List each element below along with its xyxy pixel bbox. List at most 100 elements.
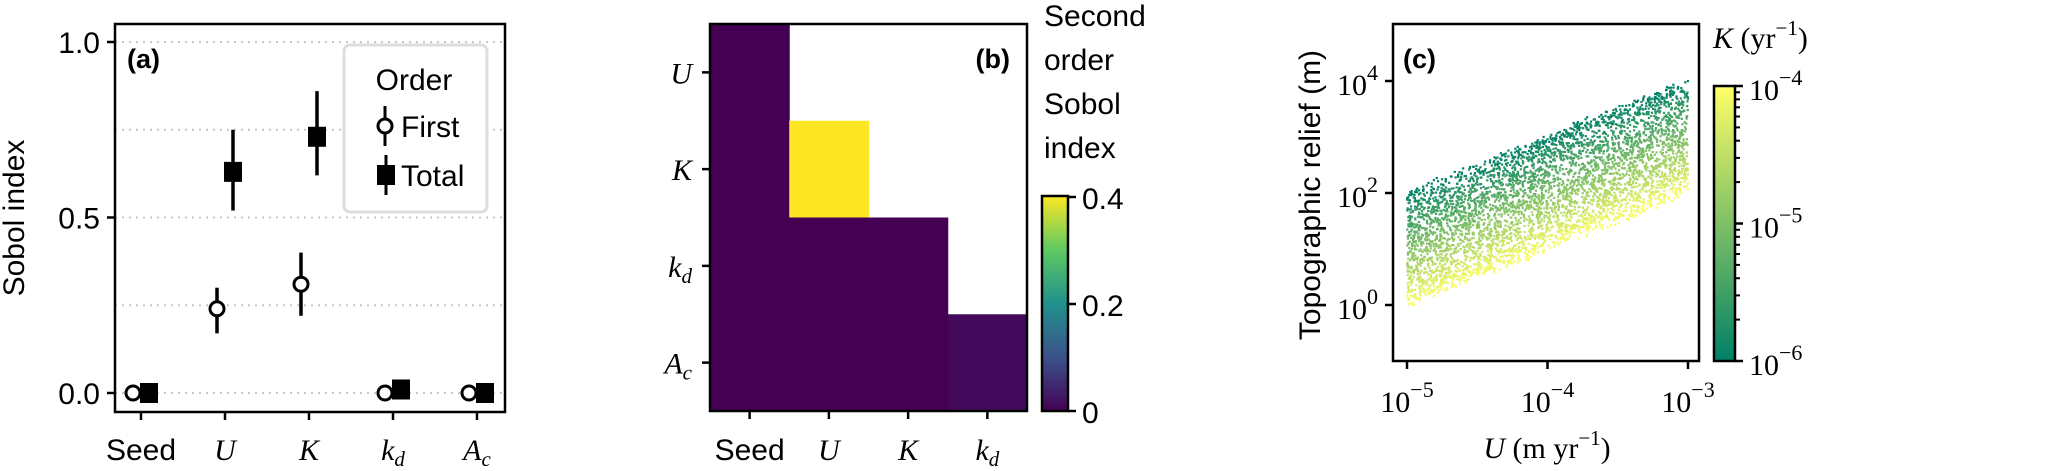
scatter-point: [1677, 178, 1680, 181]
scatter-point: [1442, 188, 1446, 191]
scatter-point: [1477, 232, 1481, 235]
scatter-point: [1668, 105, 1671, 108]
scatter-point: [1564, 229, 1567, 232]
scatter-point: [1467, 214, 1470, 217]
scatter-point: [1678, 148, 1681, 152]
scatter-point: [1538, 205, 1541, 209]
scatter-point: [1673, 112, 1676, 115]
scatter-point: [1541, 179, 1544, 182]
scatter-point: [1680, 134, 1683, 137]
scatter-point: [1590, 148, 1594, 151]
scatter-point: [1544, 139, 1548, 143]
scatter-point: [1610, 185, 1613, 189]
scatter-point: [1504, 197, 1507, 200]
scatter-point: [1508, 193, 1511, 197]
scatter-point: [1662, 111, 1666, 115]
scatter-point: [1449, 253, 1452, 256]
scatter-point: [1597, 144, 1600, 147]
scatter-point: [1532, 167, 1535, 170]
scatter-point: [1564, 228, 1568, 231]
scatter-point: [1490, 244, 1493, 247]
scatter-point: [1445, 253, 1448, 256]
scatter-point: [1564, 225, 1568, 229]
scatter-point: [1651, 133, 1654, 136]
scatter-point: [1489, 207, 1493, 210]
scatter-point: [1465, 177, 1468, 180]
scatter-point: [1446, 282, 1449, 285]
scatter-point: [1506, 260, 1509, 263]
panel-label: (b): [976, 44, 1010, 74]
scatter-point: [1450, 282, 1454, 285]
scatter-point: [1409, 211, 1412, 214]
scatter-point: [1472, 263, 1476, 266]
scatter-point: [1467, 218, 1471, 221]
scatter-point: [1422, 193, 1425, 196]
scatter-point: [1528, 219, 1531, 222]
scatter-point: [1680, 170, 1684, 173]
scatter-point: [1416, 244, 1419, 247]
scatter-point: [1517, 162, 1520, 165]
x-tick-label: K: [897, 434, 920, 467]
scatter-point: [1464, 194, 1467, 197]
scatter-point: [1546, 226, 1550, 229]
scatter-point: [1540, 237, 1543, 240]
scatter-point: [1649, 176, 1652, 179]
scatter-point: [1600, 159, 1603, 162]
scatter-point: [1413, 205, 1417, 208]
scatter-point: [1409, 219, 1412, 222]
scatter-point: [1680, 177, 1683, 180]
scatter-point: [1436, 199, 1440, 202]
scatter-point: [1518, 181, 1521, 185]
scatter-point: [1622, 167, 1625, 170]
scatter-point: [1573, 129, 1576, 132]
scatter-point: [1583, 139, 1586, 142]
scatter-point: [1464, 174, 1468, 178]
scatter-point: [1499, 261, 1503, 264]
scatter-point: [1576, 140, 1579, 143]
scatter-point: [1491, 195, 1494, 198]
scatter-point: [1430, 190, 1434, 194]
scatter-point: [1498, 179, 1501, 182]
scatter-point: [1507, 149, 1510, 152]
scatter-point: [1501, 183, 1505, 186]
scatter-point: [1479, 254, 1482, 257]
total-order-point: [392, 379, 410, 400]
scatter-point: [1548, 186, 1551, 189]
scatter-point: [1420, 254, 1423, 257]
scatter-point: [1536, 150, 1540, 154]
scatter-point: [1647, 110, 1650, 114]
scatter-point: [1506, 220, 1509, 223]
scatter-point: [1683, 163, 1686, 166]
scatter-point: [1531, 220, 1534, 223]
scatter-point: [1412, 295, 1415, 298]
scatter-point: [1633, 99, 1636, 102]
scatter-point: [1460, 176, 1463, 179]
scatter-point: [1624, 206, 1627, 209]
scatter-point: [1419, 290, 1422, 293]
scatter-point: [1497, 166, 1500, 169]
scatter-point: [1635, 113, 1638, 116]
scatter-point: [1532, 246, 1535, 249]
scatter-point: [1429, 188, 1433, 192]
scatter-point: [1494, 247, 1497, 250]
scatter-point: [1629, 150, 1632, 154]
scatter-point: [1465, 226, 1468, 229]
scatter-point: [1669, 146, 1672, 149]
scatter-point: [1521, 203, 1524, 206]
scatter-point: [1643, 164, 1646, 167]
scatter-point: [1543, 232, 1546, 235]
scatter-point: [1439, 233, 1442, 236]
scatter-point: [1641, 107, 1644, 111]
scatter-point: [1469, 172, 1473, 175]
scatter-point: [1649, 194, 1652, 197]
scatter-point: [1673, 163, 1676, 166]
scatter-point: [1539, 220, 1543, 223]
scatter-point: [1621, 188, 1624, 192]
scatter-point: [1488, 259, 1492, 262]
scatter-point: [1598, 156, 1601, 159]
scatter-point: [1566, 157, 1569, 160]
scatter-point: [1430, 283, 1433, 287]
scatter-point: [1566, 195, 1569, 198]
scatter-point: [1439, 282, 1443, 285]
scatter-point: [1542, 135, 1545, 139]
